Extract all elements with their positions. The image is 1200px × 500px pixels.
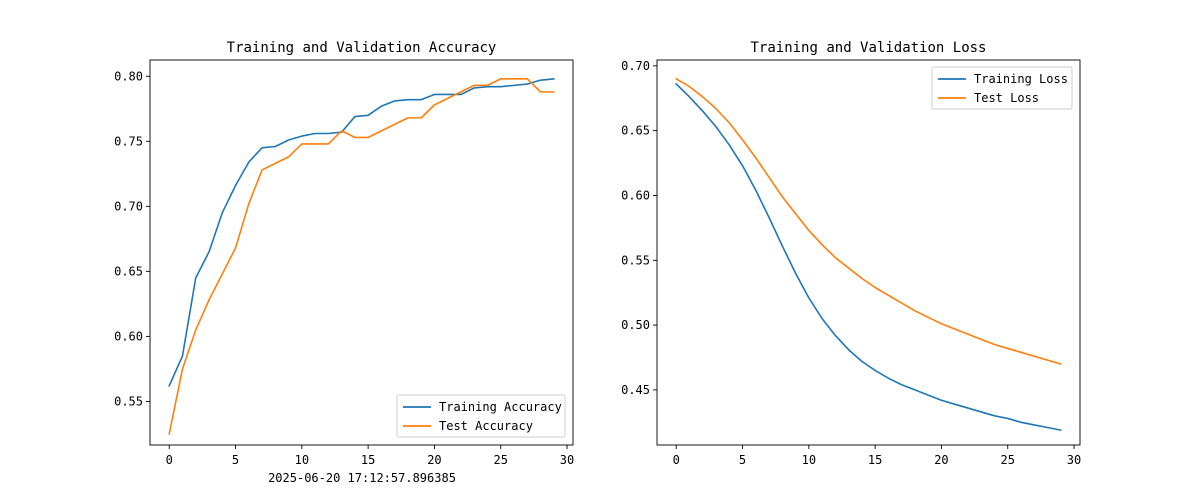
plot-frame bbox=[656, 59, 1081, 446]
x-tick-label: 0 bbox=[166, 453, 173, 467]
x-tick-label: 25 bbox=[494, 453, 508, 467]
legend-label: Training Loss bbox=[974, 72, 1068, 86]
x-tick-label: 10 bbox=[802, 453, 816, 467]
y-tick-label: 0.65 bbox=[114, 264, 143, 278]
x-tick-label: 20 bbox=[427, 453, 441, 467]
legend-box bbox=[396, 394, 566, 438]
chart-title: Training and Validation Loss bbox=[750, 40, 986, 56]
y-tick-label: 0.55 bbox=[621, 253, 650, 267]
series-line-training-accuracy bbox=[168, 77, 555, 387]
legend-label: Training Accuracy bbox=[439, 400, 562, 414]
legend-box bbox=[931, 66, 1073, 110]
y-tick-label: 0.70 bbox=[114, 199, 143, 213]
loss-chart: Training and Validation Loss 0 5 10 15 20 25 30… bbox=[621, 40, 1081, 467]
chart-title: Training and Validation Accuracy bbox=[227, 40, 497, 56]
y-tick-label: 0.80 bbox=[114, 69, 143, 83]
legend-label: Test Accuracy bbox=[439, 419, 533, 433]
x-tick-label: 5 bbox=[739, 453, 746, 467]
x-tick-label: 15 bbox=[868, 453, 882, 467]
timestamp-footer: 2025-06-20 17:12:57.896385 bbox=[268, 471, 456, 485]
plot-frame bbox=[149, 59, 574, 446]
y-tick-label: 0.65 bbox=[621, 124, 650, 138]
legend-label: Test Loss bbox=[974, 91, 1039, 105]
x-tick-label: 10 bbox=[295, 453, 309, 467]
x-tick-label: 0 bbox=[673, 453, 680, 467]
y-tick-label: 0.45 bbox=[621, 383, 650, 397]
series-line-training-loss bbox=[675, 82, 1062, 432]
legend: Training Loss Test Loss bbox=[931, 66, 1073, 110]
y-tick-label: 0.60 bbox=[114, 329, 143, 343]
x-tick-label: 25 bbox=[1001, 453, 1015, 467]
y-tick-label: 0.60 bbox=[621, 188, 650, 202]
x-tick-label: 5 bbox=[232, 453, 239, 467]
series-line-test-loss bbox=[675, 77, 1062, 365]
legend: Training Accuracy Test Accuracy bbox=[396, 394, 566, 438]
y-tick-label: 0.55 bbox=[114, 394, 143, 408]
x-tick-label: 15 bbox=[361, 453, 375, 467]
x-tick-label: 30 bbox=[1067, 453, 1081, 467]
x-tick-label: 30 bbox=[560, 453, 574, 467]
y-tick-label: 0.50 bbox=[621, 318, 650, 332]
x-tick-label: 20 bbox=[934, 453, 948, 467]
y-tick-label: 0.70 bbox=[621, 59, 650, 73]
accuracy-chart: Training and Validation Accuracy 0 5 10 15 20… bbox=[114, 40, 574, 467]
series-line-test-accuracy bbox=[168, 78, 555, 435]
y-tick-label: 0.75 bbox=[114, 134, 143, 148]
